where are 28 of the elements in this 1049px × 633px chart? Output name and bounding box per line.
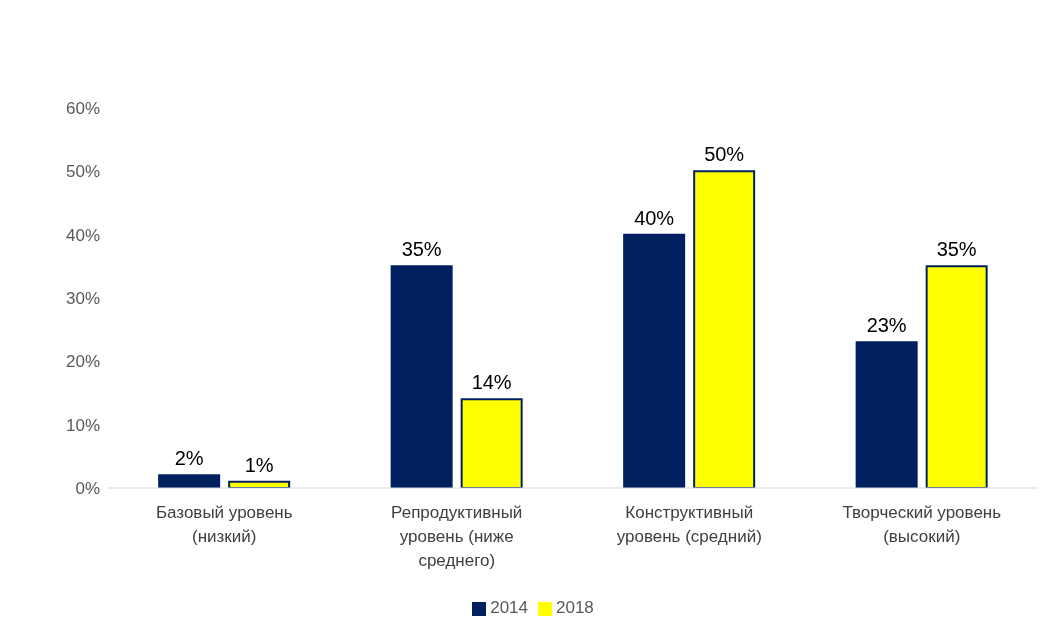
legend-label: 2014 — [490, 598, 528, 617]
bar — [390, 265, 453, 488]
y-tick-label: 60% — [65, 99, 100, 119]
bar — [460, 398, 523, 488]
y-tick-label: 20% — [65, 352, 100, 372]
y-tick-label: 0% — [75, 479, 100, 499]
legend-label: 2018 — [556, 598, 594, 617]
data-label: 35% — [936, 238, 977, 261]
y-tick-label: 50% — [65, 162, 100, 182]
data-label: 50% — [704, 143, 745, 166]
x-tick-label: Творческий уровень (высокий) — [842, 503, 1002, 546]
bar — [158, 474, 221, 488]
y-tick-label: 30% — [65, 289, 100, 309]
data-label: 40% — [634, 206, 675, 229]
bar — [623, 233, 686, 488]
bar — [925, 265, 988, 488]
bar — [693, 170, 756, 488]
bar — [855, 341, 918, 488]
y-tick-label: 40% — [65, 225, 100, 245]
x-tick-label: Репродуктивный уровень (ниже среднего) — [391, 503, 523, 570]
x-tick-label: Конструктивный уровень (средний) — [616, 503, 762, 546]
data-label: 2% — [174, 447, 204, 470]
x-tick-label: Базовый уровень (низкий) — [155, 503, 293, 546]
data-label: 14% — [471, 371, 512, 394]
data-label: 23% — [866, 314, 907, 337]
data-label: 35% — [401, 238, 442, 261]
y-tick-label: 10% — [65, 415, 100, 435]
data-label: 1% — [244, 453, 274, 476]
